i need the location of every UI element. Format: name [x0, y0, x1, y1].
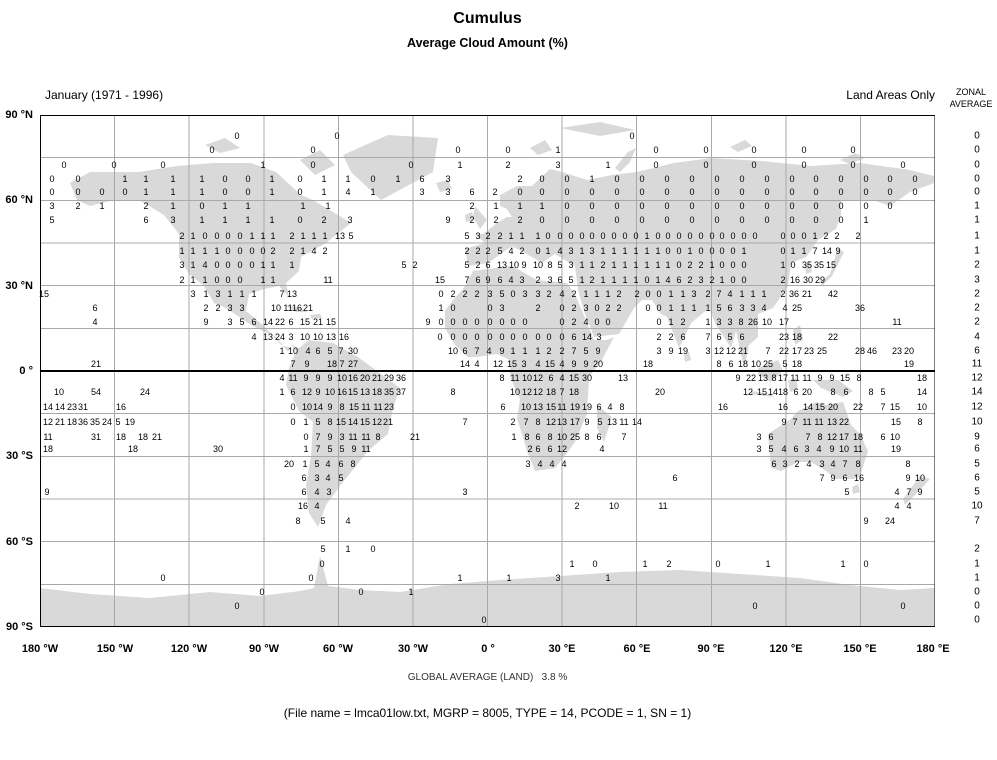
page-title: Cumulus	[453, 10, 522, 27]
landmass-novaya-zemlya	[615, 148, 636, 172]
period-label: January (1971 - 1996)	[45, 88, 164, 102]
map-gridlines	[40, 115, 935, 627]
zonal-average-value: 7	[974, 515, 980, 527]
page-subtitle: Average Cloud Amount (%)	[407, 36, 568, 50]
landmass-tasmania	[852, 484, 860, 494]
landmass-java	[751, 391, 773, 397]
global-average-label: GLOBAL AVERAGE (LAND) 3.8 %	[407, 672, 568, 683]
zonal-average-value: 9	[974, 431, 980, 443]
zonal-average-value: 0	[974, 130, 980, 142]
landmass-ireland	[465, 212, 474, 222]
zonal-average-value: 5	[974, 486, 980, 498]
zonal-average-value: 5	[974, 458, 980, 470]
landmass-new-zealand	[903, 476, 930, 505]
x-axis-tick-label: 30 °W	[397, 643, 429, 655]
zonal-average-value: 0	[974, 614, 980, 626]
zonal-header-line2: AVERAGE	[949, 99, 993, 109]
landmass-arctic-island-5	[840, 153, 865, 164]
landmass-hispaniola	[310, 314, 322, 319]
zonal-average-value: 0	[974, 600, 980, 612]
file-info-label: (File name = lmca01low.txt, MGRP = 8005,…	[283, 706, 692, 720]
landmass-arctic-island-3	[560, 122, 635, 136]
y-axis-tick-label: 90 °S	[5, 621, 33, 633]
x-axis-tick-label: 120 °E	[769, 643, 803, 655]
x-axis-tick-label: 120 °W	[170, 643, 208, 655]
zonal-average-value: 1	[974, 214, 980, 226]
zonal-header-line1: ZONAL	[955, 87, 986, 97]
landmass-sulawesi	[788, 378, 798, 392]
landmass-japan	[820, 248, 844, 286]
y-axis-tick-label: 90 °N	[5, 109, 33, 121]
zonal-average-value: 3	[974, 274, 980, 286]
zonal-average-value: 2	[974, 288, 980, 300]
landmass-sri-lanka	[684, 352, 691, 362]
y-axis-tick-label: 60 °N	[5, 194, 33, 206]
landmass-philippines	[793, 325, 803, 345]
zonal-average-value: 1	[974, 558, 980, 570]
zonal-average-value: 1	[974, 230, 980, 242]
x-axis-tick-label: 90 °E	[697, 643, 725, 655]
zonal-average-value: 0	[974, 144, 980, 156]
landmass-cuba	[285, 305, 308, 312]
zonal-average-header: ZONAL AVERAGE	[945, 86, 997, 110]
landmass-arctic-island-4	[730, 140, 752, 152]
zonal-average-value: 0	[974, 186, 980, 198]
zonal-average-value: 2	[974, 259, 980, 271]
landmass-australia	[768, 402, 868, 479]
landmass-south-america	[286, 340, 400, 527]
zonal-average-value: 1	[974, 245, 980, 257]
landmass-madagascar	[597, 405, 612, 442]
x-axis-tick-label: 30 °E	[548, 643, 576, 655]
y-axis-tick-label: 0 °	[19, 365, 33, 377]
zonal-average-value: 1	[974, 200, 980, 212]
landmass-eurasia	[465, 158, 934, 368]
x-axis-tick-label: 90 °W	[248, 643, 280, 655]
zonal-average-value: 0	[974, 586, 980, 598]
zonal-average-value: 10	[971, 500, 983, 512]
y-axis-tick-label: 60 °S	[5, 536, 33, 548]
zonal-average-value: 2	[974, 543, 980, 555]
landmass-north-america	[70, 163, 351, 352]
zonal-average-value: 12	[971, 401, 983, 413]
landmass-arctic-island-1	[205, 138, 240, 153]
world-map-svg	[40, 115, 935, 627]
zonal-average-value: 10	[971, 416, 983, 428]
zonal-average-value: 6	[974, 345, 980, 357]
zonal-average-value: 2	[974, 302, 980, 314]
coverage-label: Land Areas Only	[846, 88, 935, 102]
x-axis-tick-label: 60 °E	[623, 643, 651, 655]
zonal-average-value: 4	[974, 331, 980, 343]
x-axis-tick-label: 0 °	[481, 643, 495, 655]
x-axis-tick-label: 180 °E	[916, 643, 950, 655]
zonal-average-value: 11	[971, 358, 983, 370]
landmass-new-guinea	[813, 380, 853, 397]
landmass-british-isles	[473, 206, 487, 229]
zonal-average-value: 0	[974, 173, 980, 185]
landmass-svalbard	[530, 140, 552, 155]
zonal-average-value: 6	[974, 472, 980, 484]
y-axis-tick-label: 30 °S	[5, 450, 33, 462]
landmass-iceland	[436, 180, 452, 192]
x-axis-tick-label: 150 °E	[843, 643, 877, 655]
zonal-average-value: 12	[971, 372, 983, 384]
landmass-arctic-island-2	[300, 150, 335, 175]
landmass-greenland	[343, 135, 438, 200]
zonal-average-value: 0	[974, 159, 980, 171]
x-axis-tick-label: 60 °W	[322, 643, 354, 655]
x-axis-tick-label: 180 °W	[21, 643, 59, 655]
landmass-sumatra	[726, 360, 751, 388]
zonal-average-value: 1	[974, 572, 980, 584]
zonal-average-value: 2	[974, 316, 980, 328]
zonal-average-value: 6	[974, 443, 980, 455]
zonal-average-value: 14	[971, 386, 983, 398]
y-axis-tick-label: 30 °N	[5, 280, 33, 292]
landmass-korea	[805, 262, 812, 274]
x-axis-tick-label: 150 °W	[96, 643, 134, 655]
